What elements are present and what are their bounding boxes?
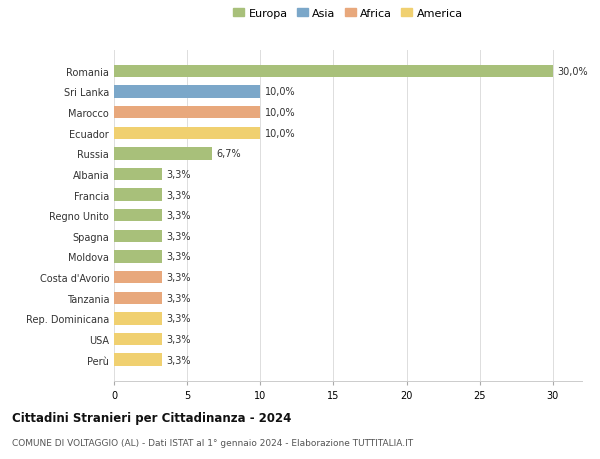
Bar bbox=[114, 168, 162, 181]
Bar bbox=[114, 210, 162, 222]
Text: 3,3%: 3,3% bbox=[167, 190, 191, 200]
Bar bbox=[114, 353, 162, 366]
Bar bbox=[114, 230, 162, 242]
Bar bbox=[114, 189, 162, 202]
Text: COMUNE DI VOLTAGGIO (AL) - Dati ISTAT al 1° gennaio 2024 - Elaborazione TUTTITAL: COMUNE DI VOLTAGGIO (AL) - Dati ISTAT al… bbox=[12, 438, 413, 448]
Legend: Europa, Asia, Africa, America: Europa, Asia, Africa, America bbox=[231, 6, 465, 21]
Text: 3,3%: 3,3% bbox=[167, 293, 191, 303]
Text: 3,3%: 3,3% bbox=[167, 169, 191, 179]
Bar bbox=[114, 127, 260, 140]
Text: 30,0%: 30,0% bbox=[557, 67, 588, 77]
Bar bbox=[114, 86, 260, 98]
Text: 6,7%: 6,7% bbox=[217, 149, 241, 159]
Text: 3,3%: 3,3% bbox=[167, 355, 191, 365]
Bar bbox=[114, 66, 553, 78]
Text: 3,3%: 3,3% bbox=[167, 231, 191, 241]
Text: 10,0%: 10,0% bbox=[265, 108, 295, 118]
Text: 3,3%: 3,3% bbox=[167, 252, 191, 262]
Text: 10,0%: 10,0% bbox=[265, 129, 295, 139]
Bar bbox=[114, 333, 162, 345]
Bar bbox=[114, 148, 212, 160]
Text: 3,3%: 3,3% bbox=[167, 313, 191, 324]
Text: Cittadini Stranieri per Cittadinanza - 2024: Cittadini Stranieri per Cittadinanza - 2… bbox=[12, 412, 292, 425]
Text: 10,0%: 10,0% bbox=[265, 87, 295, 97]
Text: 3,3%: 3,3% bbox=[167, 211, 191, 221]
Bar bbox=[114, 313, 162, 325]
Bar bbox=[114, 292, 162, 304]
Bar bbox=[114, 251, 162, 263]
Text: 3,3%: 3,3% bbox=[167, 273, 191, 282]
Bar bbox=[114, 271, 162, 284]
Bar bbox=[114, 106, 260, 119]
Text: 3,3%: 3,3% bbox=[167, 334, 191, 344]
